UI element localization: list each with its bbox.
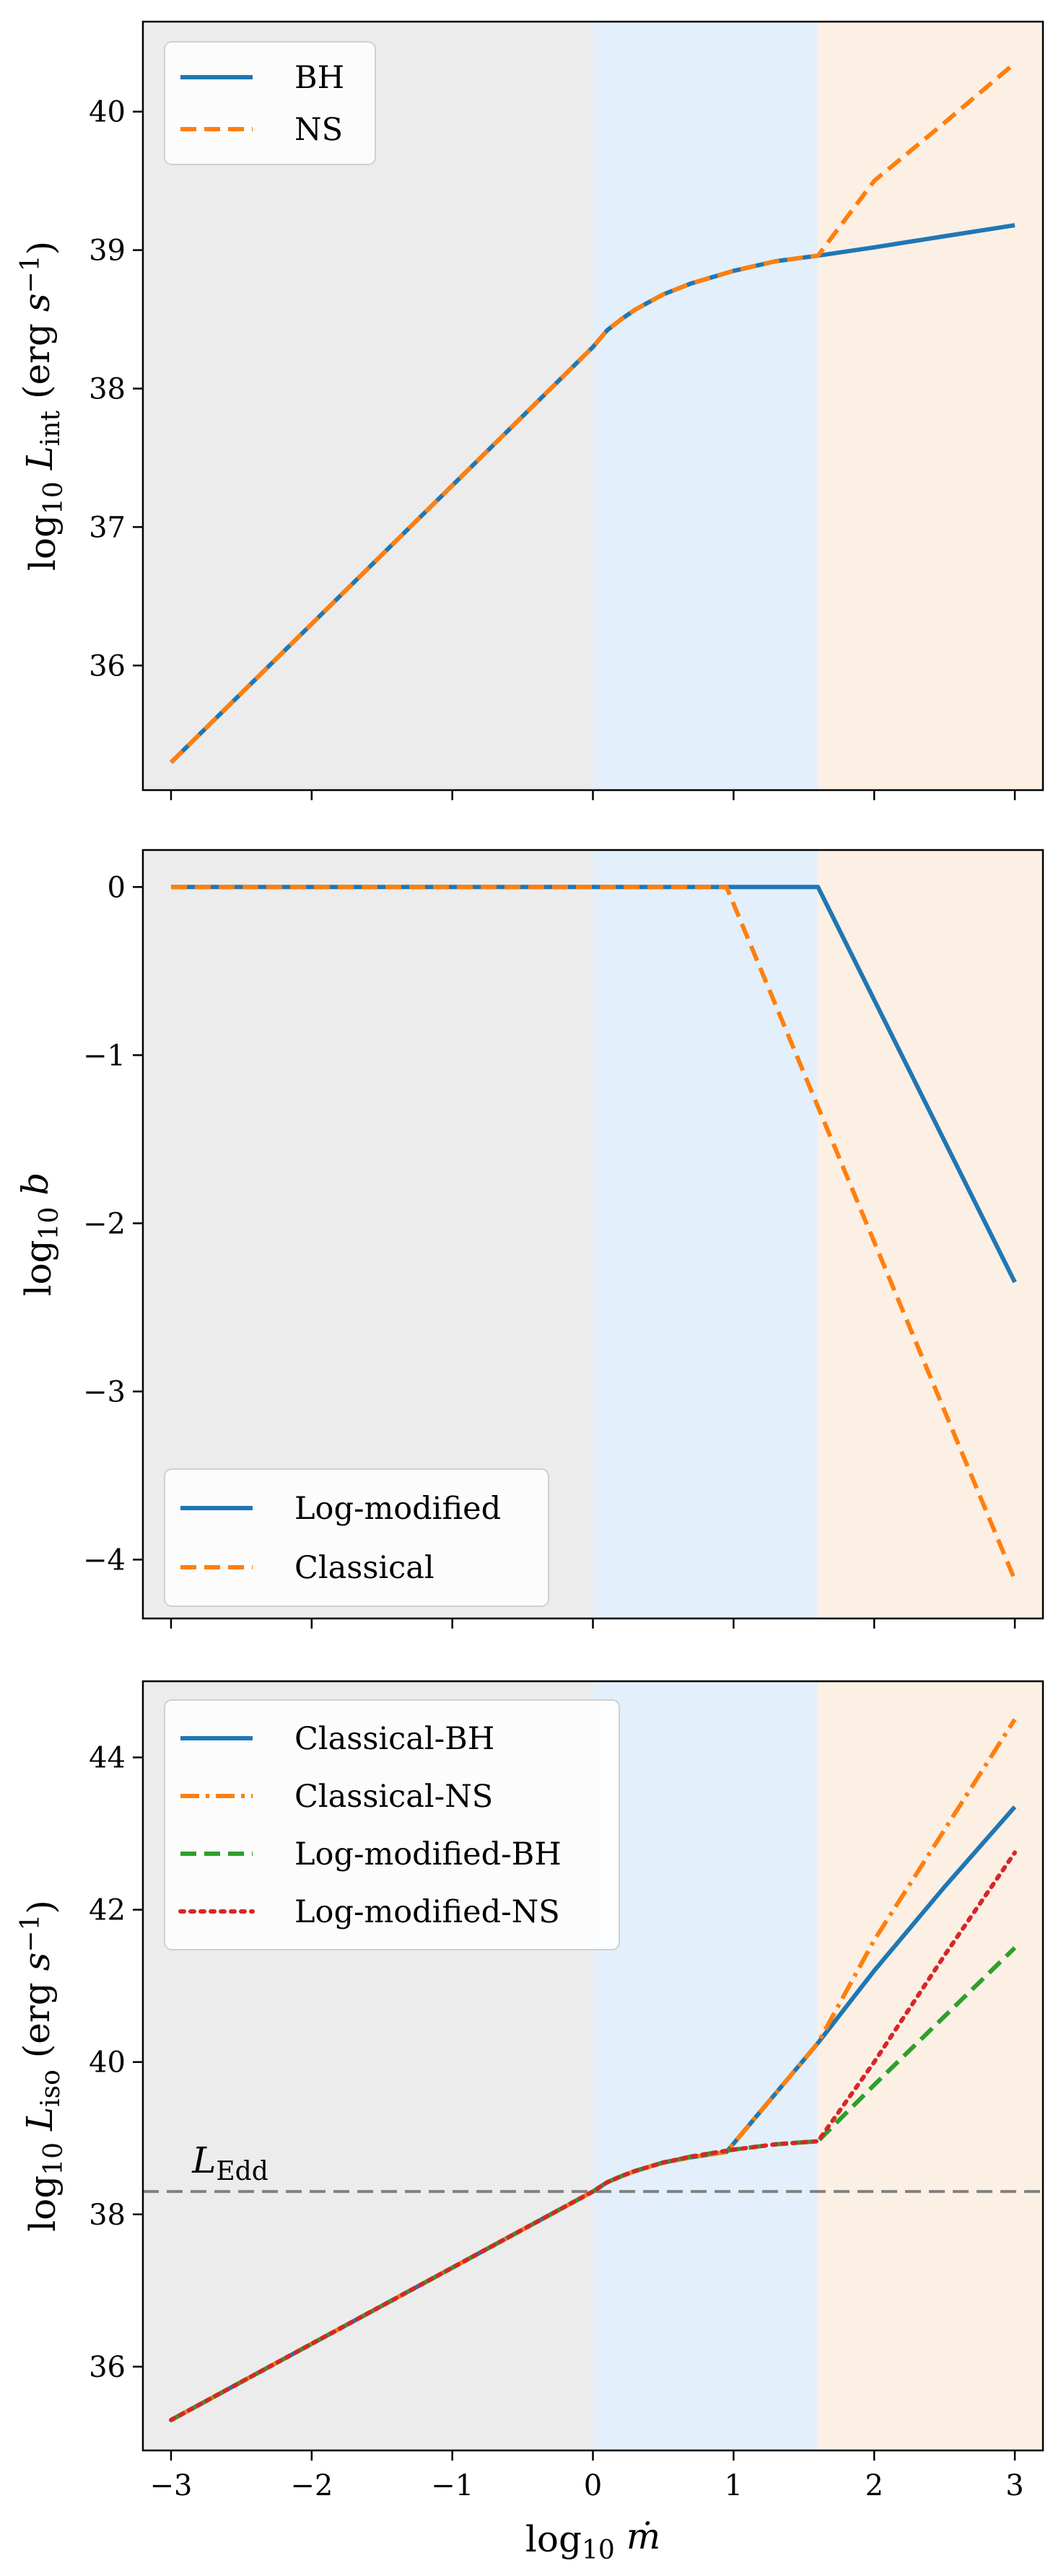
y-tick-label: −3 <box>83 1375 126 1409</box>
y-tick-label: 37 <box>89 511 126 544</box>
series-group <box>169 61 1016 764</box>
legend-box <box>164 41 376 165</box>
y-tick-label: 40 <box>89 2046 126 2080</box>
y-tick-label: 44 <box>89 1742 126 1775</box>
x-tick-label: 3 <box>1005 2469 1023 2502</box>
y-axis-label: log10 b <box>14 1173 64 1297</box>
series-line-classical <box>171 885 1017 1581</box>
legend-label: Classical-BH <box>294 1721 494 1757</box>
legend-box <box>164 1468 549 1607</box>
x-tick-label: 1 <box>725 2469 743 2502</box>
panel-beaming-factor: 0 −1 −2 −3 −4 log10 b Log-modified Classical <box>14 849 1044 1629</box>
legend-label: Classical-NS <box>294 1779 493 1815</box>
shaded-region-1 <box>593 1681 818 2450</box>
legend-label: Log-modified-NS <box>294 1894 560 1930</box>
x-tick-label: −3 <box>149 2469 192 2502</box>
shaded-region-2 <box>818 22 1043 790</box>
shaded-region-1 <box>593 22 818 790</box>
y-axis-label: log10 Liso (erg s−1) <box>16 1900 69 2232</box>
eddington-label: LEdd <box>191 2139 268 2186</box>
y-tick-label: 36 <box>89 649 126 683</box>
y-tick-label: 38 <box>89 2199 126 2232</box>
y-tick-label: 40 <box>89 96 126 129</box>
x-tick-label: 2 <box>865 2469 883 2502</box>
y-tick-label: 39 <box>89 235 126 268</box>
y-tick-label: −4 <box>83 1543 126 1577</box>
legend: Classical-BH Classical-NS Log-modified-BH L… <box>164 1699 620 1950</box>
shaded-region-2 <box>818 850 1043 1618</box>
x-tick-label: −1 <box>431 2469 473 2502</box>
y-tick-label: 36 <box>89 2351 126 2384</box>
y-tick-label: 42 <box>89 1894 126 1927</box>
y-tick-label: 38 <box>89 373 126 406</box>
y-tick-label: −1 <box>83 1039 126 1072</box>
series-group <box>171 885 1017 1581</box>
x-tick-label: 0 <box>584 2469 602 2502</box>
series-line-bh <box>169 223 1016 764</box>
x-axis-label: log10 ṁ <box>525 2515 660 2565</box>
legend-label: BH <box>294 60 344 96</box>
legend-label: Log-modified <box>294 1491 501 1527</box>
shaded-region-2 <box>818 1681 1043 2450</box>
panel-luminosity-isotropic: LEdd −3 −2 −1 0 1 2 3 36 38 40 42 44 log10 Liso (erg … <box>16 1680 1044 2565</box>
panel-luminosity-intrinsic: 36 37 38 39 40 log10 Lint (erg s−1) BH NS <box>16 20 1044 800</box>
legend-label: Log-modified-BH <box>294 1836 562 1872</box>
shaded-region-1 <box>593 850 818 1618</box>
legend-box <box>164 1699 620 1950</box>
series-group <box>169 1718 1017 2422</box>
legend: Log-modified Classical <box>164 1468 549 1607</box>
legend: BH NS <box>164 41 376 165</box>
legend-label: Classical <box>294 1550 435 1586</box>
y-tick-label: 0 <box>108 871 126 904</box>
y-axis-label: log10 Lint (erg s−1) <box>16 241 69 571</box>
eddington-reference: LEdd <box>143 2139 1043 2194</box>
legend-label: NS <box>294 112 343 148</box>
series-line-log-modified-ns <box>169 1850 1017 2422</box>
y-tick-label: −2 <box>83 1207 126 1240</box>
x-tick-label: −2 <box>290 2469 333 2502</box>
